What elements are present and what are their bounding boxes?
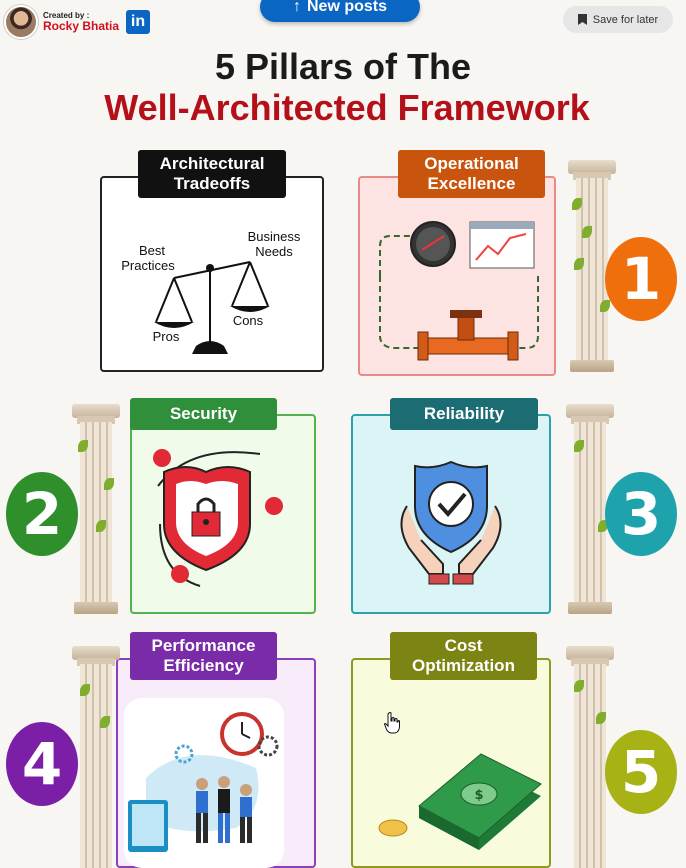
- vine-leaf: [596, 712, 606, 724]
- hand-cursor-icon: [383, 712, 400, 734]
- label-line: Efficiency: [163, 656, 244, 675]
- label-performance-efficiency: Performance Efficiency: [130, 632, 277, 680]
- money-stack-icon: $: [378, 753, 542, 850]
- number-badge-4: 4: [6, 722, 78, 806]
- people-group: [196, 776, 252, 843]
- bookmark-icon: [577, 14, 587, 25]
- linkedin-icon: in: [126, 10, 151, 34]
- number-badge-5: 5: [605, 730, 677, 814]
- author-text: Created by : Rocky Bhatia: [43, 10, 120, 33]
- avatar[interactable]: [4, 5, 38, 39]
- card-architectural-tradeoffs: [100, 176, 324, 372]
- new-posts-label: New posts: [306, 0, 387, 15]
- author-name[interactable]: Rocky Bhatia: [43, 18, 120, 33]
- cons-label: Cons: [233, 313, 264, 328]
- new-posts-button[interactable]: ↑ New posts: [260, 0, 420, 22]
- vine-leaf: [574, 440, 584, 452]
- vine-leaf: [574, 258, 584, 270]
- hands-shield-check-icon: [400, 460, 502, 585]
- business-needs-line2: Needs: [255, 244, 293, 259]
- label-line: Operational: [424, 154, 519, 173]
- label-line: Performance: [151, 636, 256, 655]
- label-cost-optimization: Cost Optimization: [390, 632, 537, 680]
- svg-text:$: $: [474, 788, 483, 803]
- operations-illustration: [379, 221, 539, 361]
- vine-leaf: [78, 440, 88, 452]
- label-security: Security: [130, 398, 277, 430]
- created-by-label: Created by :: [43, 10, 90, 20]
- vine-leaf: [104, 478, 114, 490]
- save-for-later-label: Save for later: [592, 13, 659, 26]
- pillar-column: [568, 160, 616, 374]
- business-needs-line1: Business: [248, 229, 301, 244]
- label-line: Architectural: [159, 154, 265, 173]
- title-line-1: 5 Pillars of The: [214, 46, 472, 87]
- vine-leaf: [574, 680, 584, 692]
- vine-leaf: [572, 198, 582, 210]
- best-practices-line2: Practices: [121, 258, 175, 273]
- number-badge-2: 2: [6, 472, 78, 556]
- pillar-column: [72, 404, 120, 616]
- up-arrow-icon: ↑: [292, 0, 301, 15]
- number-badge-3: 3: [605, 472, 677, 556]
- shield-lock-icon: [153, 449, 283, 587]
- label-architectural-tradeoffs: Architectural Tradeoffs: [138, 150, 286, 198]
- save-for-later-button[interactable]: Save for later: [563, 6, 673, 33]
- vine-leaf: [600, 300, 610, 312]
- best-practices-line1: Best: [139, 243, 165, 258]
- vine-leaf: [96, 520, 106, 532]
- label-line: Cost: [444, 636, 483, 655]
- label-line: Optimization: [412, 656, 515, 675]
- vine-leaf: [80, 684, 90, 696]
- clock-gears-icon: [124, 698, 284, 868]
- label-line: Excellence: [427, 174, 516, 193]
- pros-label: Pros: [153, 329, 180, 344]
- vine-leaf: [100, 716, 110, 728]
- title-line-2: Well-Architected Framework: [104, 87, 590, 128]
- author-badge[interactable]: Created by : Rocky Bhatia in: [4, 5, 151, 39]
- pillar-column: [566, 404, 614, 616]
- vine-leaf: [582, 226, 592, 238]
- scale-icon: Best Practices Business Needs Pros Cons: [121, 229, 301, 354]
- pillar-column: [566, 646, 614, 868]
- line-chart-icon: [469, 221, 535, 269]
- label-reliability: Reliability: [390, 398, 538, 430]
- label-line: Tradeoffs: [173, 174, 251, 193]
- vine-leaf: [598, 520, 608, 532]
- label-operational-excellence: Operational Excellence: [398, 150, 545, 198]
- number-badge-1: 1: [605, 237, 677, 321]
- pipe-valve-icon: [417, 310, 519, 361]
- gauge-icon: [410, 221, 456, 267]
- pillar-column: [72, 646, 120, 868]
